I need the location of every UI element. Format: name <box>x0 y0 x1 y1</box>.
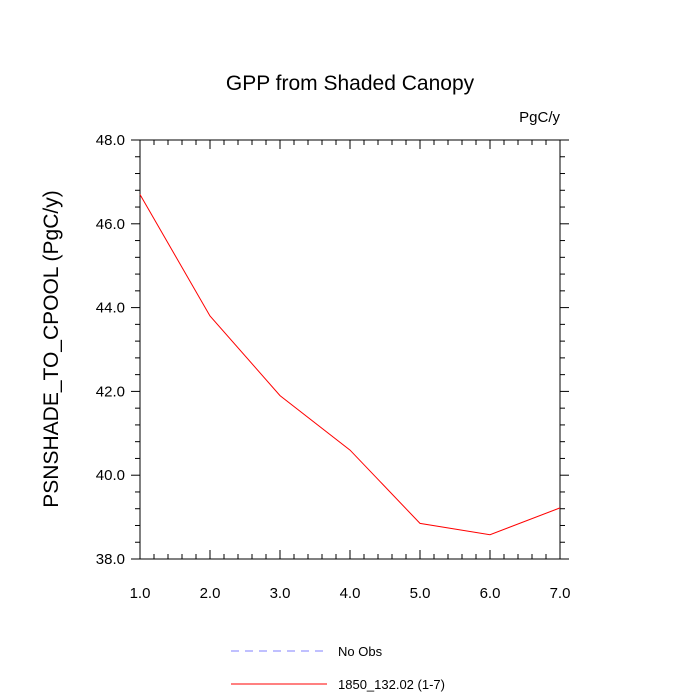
plot-frame <box>139 139 561 560</box>
chart-title: GPP from Shaded Canopy <box>226 72 475 95</box>
series-layer <box>139 194 561 536</box>
x-tick-label: 6.0 <box>480 585 501 602</box>
x-tick-label: 2.0 <box>200 585 221 602</box>
x-tick-label: 1.0 <box>130 585 151 602</box>
ticks: 1.0 2.0 3.0 4.0 5.0 6.0 7.0 38.0 40.0 42.0 44.0 46.… <box>96 132 571 602</box>
x-tick-label: 5.0 <box>410 585 431 602</box>
x-tick-label: 7.0 <box>550 585 571 602</box>
y-axis-label: PSNSHADE_TO_CPOOL (PgC/y) <box>40 190 63 507</box>
x-tick-label: 4.0 <box>340 585 361 602</box>
legend: No Obs 1850_132.02 (1-7) <box>231 644 445 692</box>
series-line <box>139 194 561 536</box>
y-tick-label: 38.0 <box>96 551 125 568</box>
x-tick-label: 3.0 <box>270 585 291 602</box>
y-tick-label: 46.0 <box>96 216 125 233</box>
legend-label: No Obs <box>338 644 383 659</box>
y-tick-label: 40.0 <box>96 467 125 484</box>
y-tick-label: 42.0 <box>96 383 125 400</box>
units-label: PgC/y <box>519 109 560 126</box>
y-tick-label: 44.0 <box>96 300 125 317</box>
y-tick-label: 48.0 <box>96 132 125 149</box>
legend-label: 1850_132.02 (1-7) <box>338 677 445 692</box>
